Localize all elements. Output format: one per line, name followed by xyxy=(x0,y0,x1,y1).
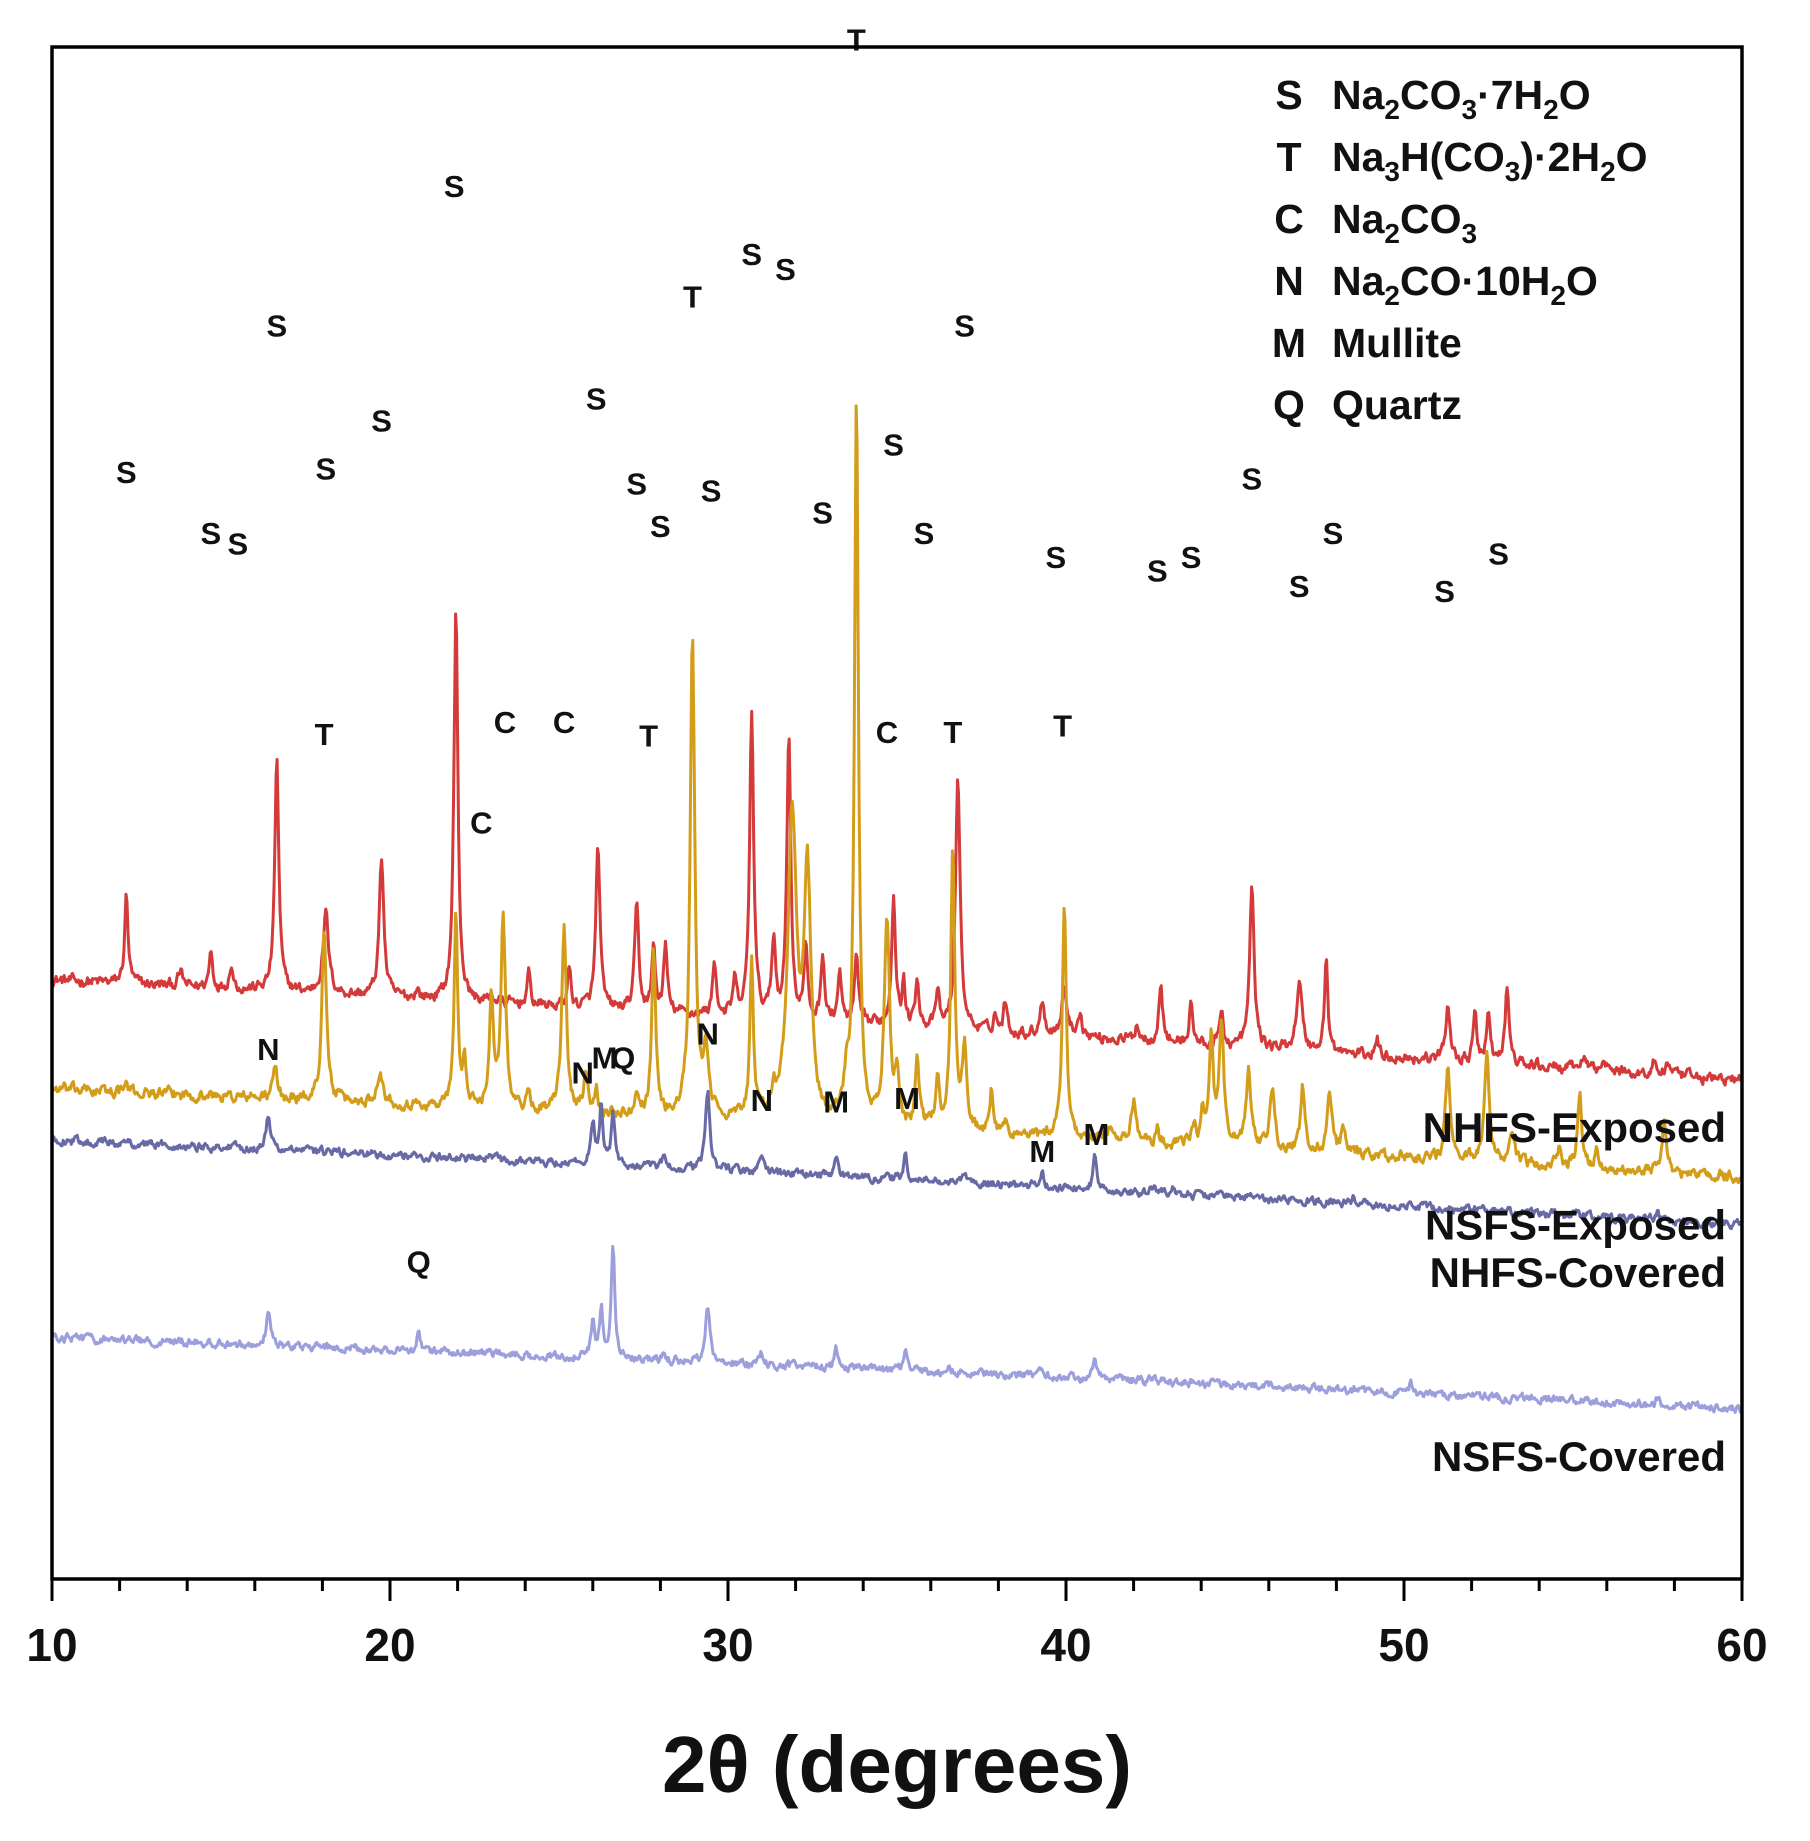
peak-label: S xyxy=(954,308,975,343)
legend-symbol: S xyxy=(1275,72,1302,118)
peak-label: M xyxy=(894,1081,920,1116)
series-line-nsfs-exposed xyxy=(51,404,1742,1185)
x-tick-label: 10 xyxy=(26,1619,77,1671)
peak-label: N xyxy=(572,1056,594,1091)
peak-label: S xyxy=(812,496,833,531)
series-line-nhfs-covered xyxy=(50,1089,1743,1231)
peak-label: S xyxy=(315,451,336,486)
legend-symbol: T xyxy=(1276,134,1301,180)
peak-label: S xyxy=(1242,462,1263,497)
x-tick-label: 20 xyxy=(364,1619,415,1671)
peak-label: S xyxy=(1289,569,1310,604)
legend-symbol: Q xyxy=(1273,382,1305,428)
peak-label: Q xyxy=(407,1245,431,1280)
peak-label: C xyxy=(553,705,575,740)
peak-label: T xyxy=(315,717,334,752)
peak-label: S xyxy=(201,516,222,551)
peak-label: S xyxy=(650,509,671,544)
peak-label: S xyxy=(775,252,796,287)
x-tick-label: 60 xyxy=(1716,1619,1767,1671)
peak-label: N xyxy=(257,1032,279,1067)
peak-label: T xyxy=(847,22,866,57)
series-line-nsfs-covered xyxy=(50,1244,1743,1414)
series-label-nhfs-exposed: NHFS-Exposed xyxy=(1423,1104,1726,1151)
peak-label: S xyxy=(914,516,935,551)
peak-label: T xyxy=(639,719,658,754)
peak-label: S xyxy=(741,237,762,272)
peak-label: S xyxy=(116,455,137,490)
peak-label: C xyxy=(494,705,516,740)
series-label-nsfs-exposed: NSFS-Exposed xyxy=(1425,1201,1726,1248)
peak-label: S xyxy=(883,428,904,463)
peak-label: N xyxy=(697,1017,719,1052)
legend-entry: Mullite xyxy=(1332,320,1462,366)
peak-label: M xyxy=(592,1040,618,1075)
x-axis-ticks: 10 20 30 40 50 60 xyxy=(26,1579,1768,1671)
plot-frame xyxy=(50,45,1744,1581)
legend-entry: Quartz xyxy=(1332,382,1462,428)
legend-symbol: C xyxy=(1274,196,1304,242)
legend-symbol: M xyxy=(1272,320,1306,366)
peak-label: S xyxy=(586,382,607,417)
peak-label: S xyxy=(444,169,465,204)
legend-entry: Na2CO3 xyxy=(1332,196,1477,249)
peak-label: C xyxy=(470,805,492,840)
peak-label: T xyxy=(683,279,702,314)
peak-label: S xyxy=(701,474,722,509)
series-line-nhfs-exposed xyxy=(50,612,1743,1087)
peak-label: C xyxy=(876,715,898,750)
peak-label: M xyxy=(1029,1134,1055,1169)
legend-entry: Na2CO·10H2O xyxy=(1332,258,1598,311)
peak-label: Q xyxy=(611,1040,635,1075)
legend-symbol: N xyxy=(1274,258,1304,304)
peak-label: S xyxy=(1181,540,1202,575)
peak-label: S xyxy=(1323,516,1344,551)
legend-entry: Na2CO3·7H2O xyxy=(1332,72,1591,125)
peak-label: S xyxy=(1147,554,1168,589)
series-traces xyxy=(50,404,1743,1414)
peak-label: T xyxy=(943,715,962,750)
x-axis-title: 2θ (degrees) xyxy=(662,1720,1132,1809)
peak-label: S xyxy=(371,404,392,439)
peak-label: S xyxy=(1488,537,1509,572)
peak-label: N xyxy=(751,1083,773,1118)
peak-label: S xyxy=(626,467,647,502)
x-tick-label: 50 xyxy=(1378,1619,1429,1671)
peak-label: S xyxy=(266,308,287,343)
peak-label: M xyxy=(1083,1117,1109,1152)
series-label-nhfs-covered: NHFS-Covered xyxy=(1430,1249,1726,1296)
peak-label: S xyxy=(1434,574,1455,609)
series-label-nsfs-covered: NSFS-Covered xyxy=(1432,1433,1726,1480)
peak-label: S xyxy=(1046,540,1067,575)
x-tick-label: 40 xyxy=(1040,1619,1091,1671)
phase-legend: S Na2CO3·7H2O T Na3H(CO3)·2H2O C Na2CO3 N Na2CO… xyxy=(1272,72,1648,428)
peak-label: S xyxy=(228,526,249,561)
peak-label: T xyxy=(1053,708,1072,743)
peak-label: M xyxy=(823,1085,849,1120)
legend-entry: Na3H(CO3)·2H2O xyxy=(1332,134,1648,187)
x-tick-label: 30 xyxy=(702,1619,753,1671)
